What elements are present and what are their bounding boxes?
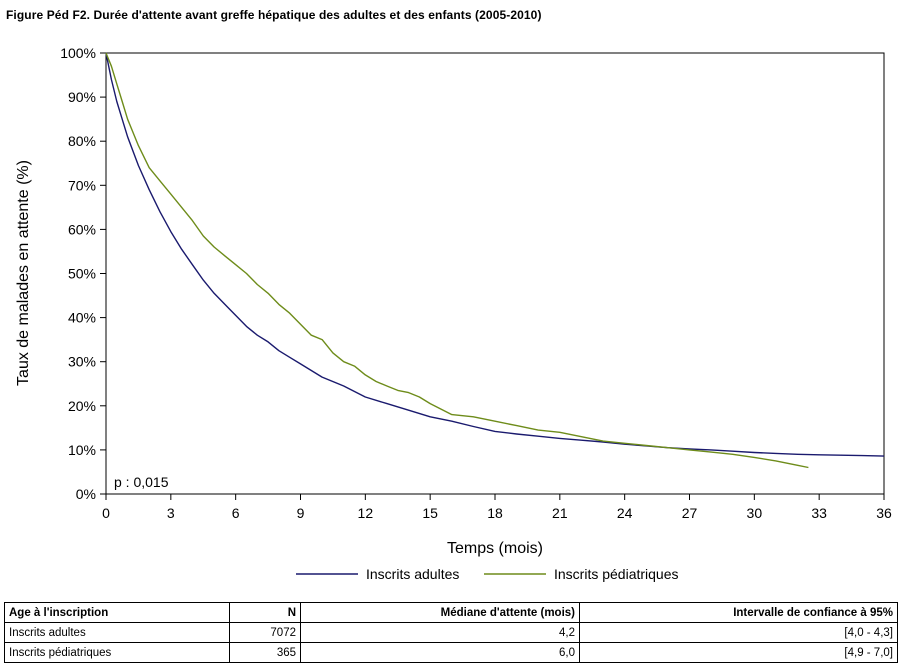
legend: Inscrits adultes Inscrits pédiatriques [296, 566, 679, 582]
legend-label: Inscrits adultes [366, 566, 459, 582]
header-n: N [229, 602, 301, 623]
y-axis: 0% 10% 20% 30% 40% 50% 60% 70% 80% 90% 100% [60, 45, 106, 502]
cell-age: Inscrits adultes [4, 622, 230, 643]
header-age: Age à l'inscription [4, 602, 230, 623]
y-tick-label: 100% [60, 45, 96, 61]
cell-median: 6,0 [300, 642, 580, 663]
y-axis-label: Taux de malades en attente (%) [15, 160, 32, 386]
table-header-row: Age à l'inscription N Médiane d'attente … [4, 602, 898, 623]
p-value-annotation: p : 0,015 [114, 474, 169, 490]
y-tick-label: 60% [68, 221, 96, 237]
y-tick-label: 10% [68, 442, 96, 458]
series-line-adultes [105, 52, 885, 457]
survival-chart: 0%10%20%30%40%50%60%70%80%90%100% 0 3 6 9 12… [15, 45, 892, 582]
x-tick-label: 33 [811, 505, 827, 521]
x-tick-label: 15 [422, 505, 438, 521]
figure-title: Figure Péd F2. Durée d'attente avant gre… [6, 8, 542, 22]
x-tick-label: 0 [102, 505, 110, 521]
cell-n: 365 [229, 642, 301, 663]
x-tick-label: 18 [487, 505, 503, 521]
y-tick-label: 50% [68, 266, 96, 282]
legend-label: Inscrits pédiatriques [554, 566, 679, 582]
cell-median: 4,2 [300, 622, 580, 643]
x-tick-label: 12 [358, 505, 374, 521]
y-tick-label: 80% [68, 133, 96, 149]
cell-age: Inscrits pédiatriques [4, 642, 230, 663]
x-tick-label: 30 [747, 505, 763, 521]
x-tick-label: 9 [297, 505, 305, 521]
cell-ci: [4,9 - 7,0] [579, 642, 898, 663]
x-tick-label: 21 [552, 505, 568, 521]
y-tick-label: 70% [68, 177, 96, 193]
y-tick-label: 30% [68, 354, 96, 370]
cell-ci: [4,0 - 4,3] [579, 622, 898, 643]
header-median: Médiane d'attente (mois) [300, 602, 580, 623]
series-line-pediatriques [105, 52, 809, 469]
table-row: Inscrits pédiatriques 365 6,0 [4,9 - 7,0… [4, 642, 898, 663]
x-axis-label: Temps (mois) [447, 540, 543, 557]
x-tick-label: 36 [876, 505, 892, 521]
y-tick-label: 20% [68, 398, 96, 414]
x-tick-label: 3 [167, 505, 175, 521]
series-layer [105, 52, 885, 469]
header-ci: Intervalle de confiance à 95% [579, 602, 898, 623]
summary-table: Age à l'inscription N Médiane d'attente … [4, 602, 898, 663]
x-axis: 0 3 6 9 12 15 18 21 24 27 30 33 36 [102, 494, 892, 521]
table-row: Inscrits adultes 7072 4,2 [4,0 - 4,3] [4, 622, 898, 643]
x-tick-label: 6 [232, 505, 240, 521]
y-tick-label: 0% [76, 486, 96, 502]
y-tick-label: 90% [68, 89, 96, 105]
cell-n: 7072 [229, 622, 301, 643]
x-tick-label: 24 [617, 505, 633, 521]
x-tick-label: 27 [682, 505, 698, 521]
plot-frame [105, 52, 885, 495]
y-tick-label: 40% [68, 310, 96, 326]
